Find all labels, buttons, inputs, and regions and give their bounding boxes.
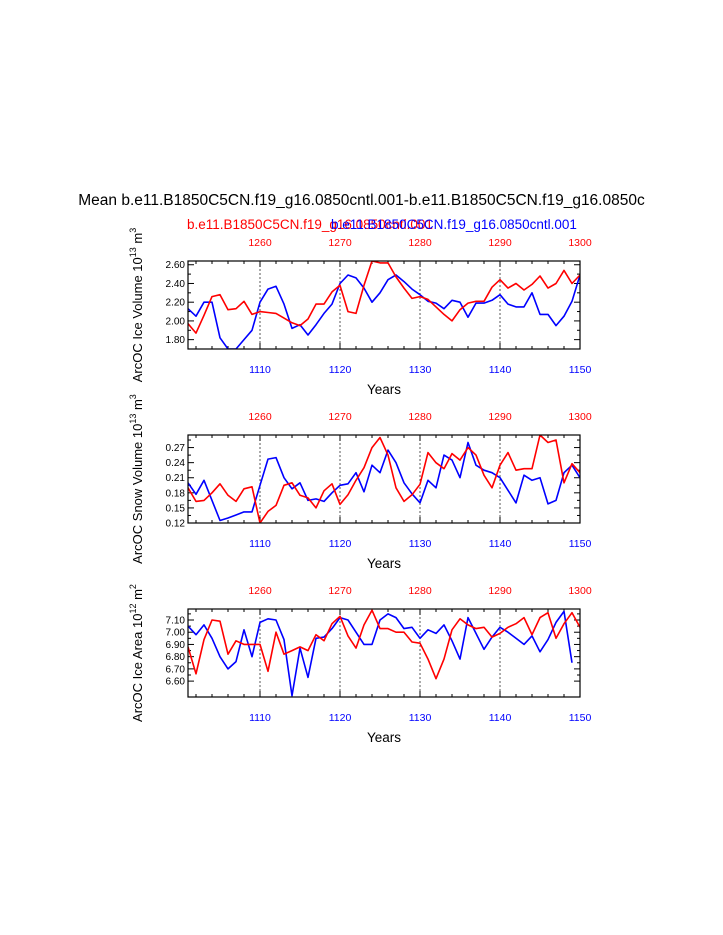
x-tick-label-bottom: 1140: [489, 538, 512, 550]
x-tick-label-bottom: 1120: [329, 712, 352, 724]
y-tick-label: 6.90: [166, 640, 186, 651]
subtitle-red-case: b.e11.B1850C5CN.f19_g16.0850cntl.001: [187, 217, 433, 232]
plot-frame: [187, 434, 581, 524]
series-line-blue: [188, 274, 580, 349]
x-tick-label-top: 1300: [568, 585, 592, 597]
x-tick-label-top: 1300: [568, 411, 592, 423]
panel-ice-volume: 1.80 2.00 2.20 2.40 2.60 1110 1120 1130 1140 1150…: [128, 228, 592, 397]
y-tick-label: 6.70: [166, 664, 186, 675]
series-line-red: [188, 261, 580, 334]
y-axis-title-part: m: [130, 589, 145, 603]
y-tick-label: 1.80: [166, 335, 186, 346]
y-tick-label: 2.40: [166, 279, 186, 290]
y-tick-label: 0.27: [166, 443, 186, 454]
x-tick-label-bottom: 1140: [489, 712, 512, 724]
x-tick-label-top: 1290: [488, 585, 512, 597]
x-tick-label-bottom: 1150: [569, 364, 592, 376]
y-axis-title-part: m: [130, 399, 145, 413]
y-tick-label: 2.20: [166, 298, 186, 309]
subtitle-blue-case: b.e11.B1850C5CN.f19_g16.0850cntl.001: [331, 217, 577, 232]
y-tick-label: 7.10: [166, 616, 186, 627]
x-tick-label-bottom: 1130: [409, 364, 432, 376]
y-tick-label: 0.18: [166, 488, 186, 499]
x-tick-label-bottom: 1140: [489, 364, 512, 376]
y-tick-label: 6.80: [166, 652, 186, 663]
x-tick-label-top: 1290: [488, 411, 512, 423]
x-tick-label-top: 1270: [328, 585, 352, 597]
panel-ice-area: 6.60 6.706.806.907.007.10 1110 1120 1130 1140…: [128, 584, 592, 745]
y-axis-title-part: ArcOC Snow Volume 10: [130, 424, 145, 564]
y-axis-title-superscript: 3: [128, 228, 138, 233]
chart-main-title: Mean b.e11.B1850C5CN.f19_g16.0850cntl.00…: [78, 192, 645, 209]
y-axis-title-superscript: 2: [128, 584, 138, 589]
y-tick-label: 0.15: [166, 503, 186, 514]
x-tick-label-bottom: 1110: [249, 712, 271, 724]
x-tick-label-top: 1270: [328, 237, 352, 249]
x-tick-label-top: 1280: [408, 585, 432, 597]
y-tick-label: 7.00: [166, 628, 186, 639]
y-axis-title-superscript: 12: [128, 604, 138, 614]
x-tick-label-top: 1260: [248, 237, 272, 249]
x-tick-label-bottom: 1110: [249, 538, 271, 550]
x-tick-label-top: 1270: [328, 411, 352, 423]
x-tick-label-bottom: 1110: [249, 364, 271, 376]
x-tick-label-top: 1280: [408, 411, 432, 423]
x-tick-label-bottom: 1130: [409, 538, 432, 550]
panel-snow-volume: 0.12 0.15 0.18 0.21 0.24 0.27 1110 1120 1130 1140…: [128, 394, 592, 571]
x-tick-label-top: 1280: [408, 237, 432, 249]
y-tick-label: 2.00: [166, 316, 186, 327]
x-tick-label-top: 1290: [488, 237, 512, 249]
x-tick-label-top: 1260: [248, 411, 272, 423]
y-axis-title-superscript: 3: [128, 394, 138, 399]
series-line-blue: [188, 441, 580, 522]
y-axis-title: ArcOC Snow Volume 1013 m3: [128, 394, 145, 564]
x-tick-label-bottom: 1120: [329, 364, 352, 376]
y-tick-label: 0.12: [166, 519, 186, 530]
x-tick-label-bottom: 1150: [569, 538, 592, 550]
y-axis-title: ArcOC Ice Area 1012 m2: [128, 584, 145, 722]
x-tick-label-bottom: 1150: [569, 712, 592, 724]
series-line-red: [188, 435, 580, 523]
x-axis-title: Years: [367, 382, 401, 397]
y-axis-title-superscript: 13: [128, 247, 138, 257]
y-axis-title-superscript: 13: [128, 414, 138, 424]
plot-frame: [187, 260, 581, 350]
y-tick-label: 0.24: [166, 458, 186, 469]
y-axis-title-part: m: [130, 233, 145, 247]
x-tick-label-bottom: 1120: [329, 538, 352, 550]
x-tick-label-top: 1300: [568, 237, 592, 249]
y-axis-title-part: ArcOC Ice Volume 10: [130, 257, 145, 382]
y-tick-label: 0.21: [166, 473, 186, 484]
x-axis-title: Years: [367, 556, 401, 571]
y-axis-title: ArcOC Ice Volume 1013 m3: [128, 228, 145, 382]
y-axis-title-part: ArcOC Ice Area 10: [130, 614, 145, 722]
series-line-blue: [188, 610, 573, 697]
y-tick-label: 2.60: [166, 260, 186, 271]
y-tick-label: 6.60: [166, 677, 186, 688]
x-tick-label-bottom: 1130: [409, 712, 432, 724]
x-tick-label-top: 1260: [248, 585, 272, 597]
x-axis-title: Years: [367, 730, 401, 745]
plot-frame: [187, 608, 581, 698]
series-line-red: [188, 609, 580, 680]
